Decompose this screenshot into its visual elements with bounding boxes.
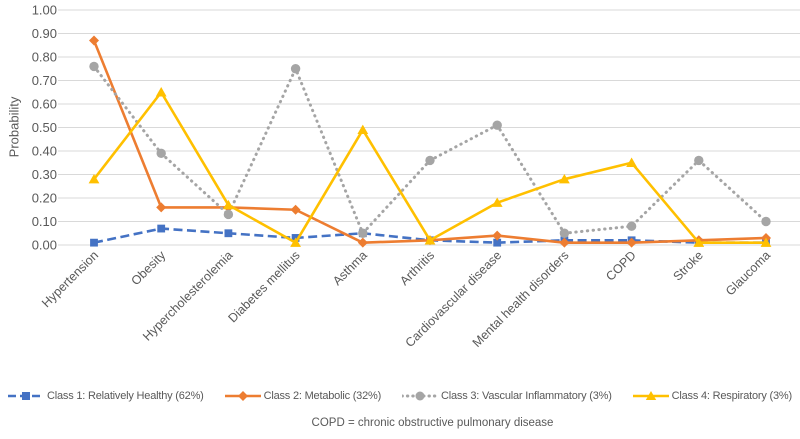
legend-label: Class 2: Metabolic (32%): [263, 390, 382, 402]
x-category-label: Diabetes mellitus: [226, 248, 303, 325]
legend-label: Class 3: Vascular Inflammatory (3%): [441, 390, 612, 402]
data-point-marker: [357, 124, 369, 135]
data-point-marker: [425, 155, 435, 166]
data-point-marker: [358, 228, 368, 238]
series-4: [88, 87, 772, 247]
chart-legend: Class 1: Relatively Healthy (62%) Class 2…: [0, 390, 800, 402]
y-tick-label: 0.80: [32, 50, 57, 65]
legend-item-class-2: Class 2: Metabolic (32%): [224, 390, 382, 402]
data-point-marker: [155, 87, 167, 97]
y-tick-label: 0.70: [32, 73, 57, 88]
legend-marker-triangle-icon: [632, 391, 669, 400]
data-point-marker: [559, 237, 570, 248]
y-tick-label: 0.20: [32, 191, 57, 206]
data-point-marker: [223, 199, 234, 210]
line-chart-plot-area: 0.00 0.10 0.20 0.30 0.40 0.50 0.60 0.70 0.80 0.90…: [32, 3, 800, 350]
legend-item-class-4: Class 4: Respiratory (3%): [632, 390, 793, 402]
data-point-marker: [559, 228, 570, 238]
data-point-marker: [492, 120, 502, 130]
y-tick-label: 0.30: [32, 167, 57, 182]
x-category-label: Asthma: [330, 248, 370, 288]
data-point-marker: [89, 61, 99, 72]
legend-item-class-1: Class 1: Relatively Healthy (62%): [8, 390, 204, 402]
data-point-marker: [156, 148, 166, 159]
data-point-marker: [693, 237, 705, 247]
x-category-label: Arthritis: [397, 248, 437, 288]
x-category-label: Hypertension: [39, 248, 101, 310]
data-point-marker: [290, 64, 301, 74]
y-tick-label: 0.90: [32, 26, 57, 41]
series-3: [89, 61, 771, 238]
series-line: [92, 40, 767, 244]
x-category-label: COPD: [603, 248, 638, 283]
legend-label: Class 4: Respiratory (3%): [671, 390, 793, 402]
data-point-marker: [694, 155, 704, 166]
data-point-marker: [424, 235, 436, 245]
legend-marker-square-icon: [8, 392, 44, 400]
data-point-marker: [626, 221, 637, 231]
data-point-marker: [223, 209, 234, 220]
legend-marker-circle-icon: [402, 391, 439, 401]
y-tick-label: 0.40: [32, 144, 57, 159]
legend-marker-diamond-icon: [224, 391, 261, 401]
data-point-marker: [761, 216, 771, 227]
x-category-label: Stroke: [670, 248, 705, 283]
data-point-marker: [89, 35, 99, 46]
data-point-marker: [760, 237, 772, 247]
data-point-marker: [492, 230, 503, 241]
y-tick-label: 0.10: [32, 214, 57, 229]
data-point-marker: [156, 202, 167, 213]
data-point-marker: [157, 224, 166, 233]
y-tick-label: 0.60: [32, 97, 57, 112]
data-point-marker: [493, 238, 502, 247]
data-point-marker: [491, 197, 503, 207]
series-line: [92, 90, 766, 244]
data-point-marker: [626, 157, 637, 167]
legend-item-class-3: Class 3: Vascular Inflammatory (3%): [402, 390, 612, 402]
x-category-label: Obesity: [128, 248, 168, 288]
data-point-marker: [290, 237, 301, 247]
y-tick-label: 1.00: [32, 3, 57, 18]
data-point-marker: [559, 174, 570, 184]
data-point-marker: [88, 174, 100, 184]
chart-footnote: COPD = chronic obstructive pulmonary dis…: [311, 417, 554, 429]
data-point-marker: [290, 204, 301, 215]
data-point-marker: [90, 238, 98, 247]
y-tick-label: 0.00: [32, 238, 57, 253]
data-point-marker: [357, 237, 368, 248]
y-tick-label: 0.50: [32, 120, 57, 135]
x-category-label: Glaucoma: [723, 248, 773, 298]
data-point-marker: [224, 229, 233, 238]
data-point-marker: [626, 237, 637, 248]
legend-label: Class 1: Relatively Healthy (62%): [47, 390, 204, 402]
